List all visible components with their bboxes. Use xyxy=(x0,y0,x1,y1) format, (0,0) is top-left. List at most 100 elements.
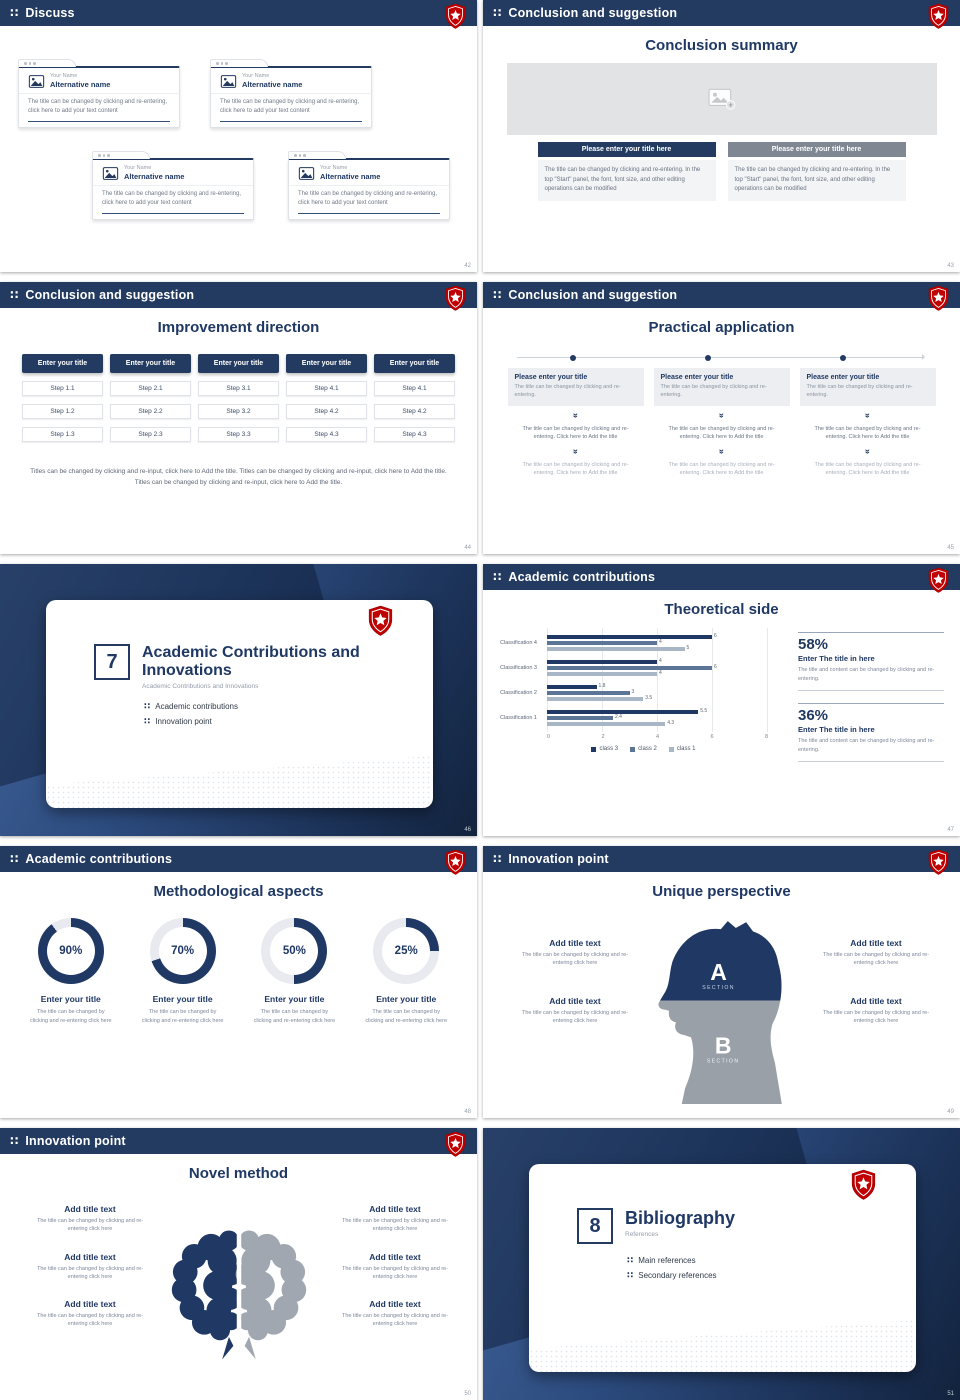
image-placeholder[interactable] xyxy=(506,63,937,135)
bar xyxy=(547,665,712,670)
donut-title: Enter your title xyxy=(376,994,437,1004)
title-button[interactable]: Enter your title xyxy=(110,354,191,373)
wave-dots-decor xyxy=(529,1319,916,1372)
grid-dots-icon: ∷ xyxy=(10,288,20,302)
step-cell[interactable]: Step 3.2 xyxy=(198,404,279,419)
step-column: Enter your title Step 2.1 Step 2.2 Step … xyxy=(110,354,191,442)
discussion-card[interactable]: Your Name Alternative name The title can … xyxy=(92,151,254,220)
slide-header-title: Academic contributions xyxy=(508,570,656,584)
step-cell[interactable]: Step 4.3 xyxy=(286,427,367,442)
bar-value-label: 6 xyxy=(714,664,717,670)
slide-header-title: Innovation point xyxy=(25,1134,126,1148)
discussion-card[interactable]: Your Name Alternative name The title can … xyxy=(288,151,450,220)
bullet-label[interactable]: Secondary references xyxy=(638,1271,717,1280)
text-block[interactable]: Add title text The title can be changed … xyxy=(327,1252,463,1282)
step-text: The title can be changed by clicking and… xyxy=(814,425,921,441)
step-cell[interactable]: Step 1.1 xyxy=(22,381,103,396)
step-cell[interactable]: Step 4.3 xyxy=(374,427,455,442)
step-cell[interactable]: Step 2.2 xyxy=(110,404,191,419)
slide-50-novel-method[interactable]: ∷ Innovation point Novel method Add titl… xyxy=(0,1128,477,1400)
text-block[interactable]: Add title text The title can be changed … xyxy=(22,1299,158,1329)
school-shield-logo xyxy=(445,1131,466,1157)
slide-header-title: Innovation point xyxy=(508,852,609,866)
slide-43-conclusion-summary[interactable]: ∷ Conclusion and suggestion Conclusion s… xyxy=(483,0,960,272)
title-box[interactable]: Please enter your title The title can be… xyxy=(507,368,644,406)
folder-tab xyxy=(288,151,346,159)
wave-dots-decor xyxy=(46,755,433,808)
grid-dots-icon: ∷ xyxy=(144,700,151,711)
axis-tick-label: 6 xyxy=(710,734,714,740)
stat-block: 36% Enter The title in here The title an… xyxy=(798,703,944,763)
step-cell[interactable]: Step 3.3 xyxy=(198,427,279,442)
slide-48-methodological-aspects[interactable]: ∷ Academic contributions Methodological … xyxy=(0,846,477,1118)
discussion-card[interactable]: Your Name Alternative name The title can … xyxy=(210,59,372,128)
step-cell[interactable]: Step 3.1 xyxy=(198,381,279,396)
title-button-primary[interactable]: Please enter your title here xyxy=(537,142,716,157)
slide-46-section-cover[interactable]: 7 Academic Contributions and Innovations… xyxy=(0,564,477,836)
text-block[interactable]: Add title text The title can be changed … xyxy=(810,938,942,968)
grid-dots-icon: ∷ xyxy=(10,1134,20,1148)
bar-value-label: 4 xyxy=(659,670,662,676)
bar-group: Classification 1 5.5 2.4 4.3 xyxy=(500,705,767,730)
title-box[interactable]: Please enter your title The title can be… xyxy=(653,368,790,406)
slide-45-practical-application[interactable]: ∷ Conclusion and suggestion Practical ap… xyxy=(483,282,960,554)
text-block[interactable]: Add title text The title can be changed … xyxy=(22,1204,158,1234)
grid-dots-icon: ∷ xyxy=(144,715,151,726)
text-block[interactable]: Add title text The title can be changed … xyxy=(22,1252,158,1282)
step-cell[interactable]: Step 4.2 xyxy=(374,404,455,419)
application-column: Please enter your title The title can be… xyxy=(653,368,790,478)
school-shield-logo xyxy=(368,605,393,636)
section-title: Conclusion summary xyxy=(645,37,798,54)
card-title: Alternative name xyxy=(124,172,185,181)
step-cell[interactable]: Step 4.1 xyxy=(374,381,455,396)
bullet-label[interactable]: Academic contributions xyxy=(155,701,238,711)
title-button[interactable]: Enter your title xyxy=(374,354,455,373)
page-number: 48 xyxy=(464,1109,471,1115)
picture-icon xyxy=(102,166,119,180)
slide-49-unique-perspective[interactable]: ∷ Innovation point Unique perspective Ad… xyxy=(483,846,960,1118)
title-button[interactable]: Enter your title xyxy=(22,354,103,373)
step-cell[interactable]: Step 1.2 xyxy=(22,404,103,419)
step-cell[interactable]: Step 2.3 xyxy=(110,427,191,442)
slide-47-theoretical-side[interactable]: ∷ Academic contributions Theoretical sid… xyxy=(483,564,960,836)
text-block[interactable]: Add title text The title can be changed … xyxy=(327,1204,463,1234)
step-cell[interactable]: Step 2.1 xyxy=(110,381,191,396)
page-number: 42 xyxy=(464,263,471,269)
donut-body: The title can be changed by clicking and… xyxy=(365,1009,447,1024)
block-body: The title can be changed by clicking and… xyxy=(341,1313,449,1328)
folder-tab xyxy=(210,59,268,67)
title-button-secondary[interactable]: Please enter your title here xyxy=(727,142,906,157)
title-button[interactable]: Enter your title xyxy=(286,354,367,373)
slide-51-section-cover[interactable]: 8 Bibliography References ∷ Main referenc… xyxy=(483,1128,960,1400)
text-block[interactable]: Add title text The title can be changed … xyxy=(509,996,641,1026)
bullet-label[interactable]: Innovation point xyxy=(155,716,212,726)
school-shield-logo xyxy=(928,3,949,29)
bar-chart: Classification 4 6 4 5 Classification 3 4 6 4 Cl… xyxy=(500,628,768,732)
step-cell[interactable]: Step 1.3 xyxy=(22,427,103,442)
bullet-label[interactable]: Main references xyxy=(638,1256,696,1265)
slide-44-improvement-direction[interactable]: ∷ Conclusion and suggestion Improvement … xyxy=(0,282,477,554)
step-cell[interactable]: Step 4.2 xyxy=(286,404,367,419)
block-title: Add title text xyxy=(64,1251,116,1262)
slide-header: ∷ Conclusion and suggestion xyxy=(483,282,960,308)
card-name-label: Your Name xyxy=(50,73,78,79)
block-title: Add title text xyxy=(850,995,902,1006)
text-column-left: Add title text The title can be changed … xyxy=(22,1204,158,1347)
block-body: The title can be changed by clicking and… xyxy=(822,952,930,967)
slide-42-discuss[interactable]: ∷ Discuss Your Name Alternative name The … xyxy=(0,0,477,272)
bar xyxy=(547,671,657,676)
text-block[interactable]: Add title text The title can be changed … xyxy=(810,996,942,1026)
title-button[interactable]: Enter your title xyxy=(198,354,279,373)
text-block[interactable]: Add title text The title can be changed … xyxy=(327,1299,463,1329)
discussion-card[interactable]: Your Name Alternative name The title can … xyxy=(18,59,180,128)
brain-graphic xyxy=(155,1210,323,1372)
title-box[interactable]: Please enter your title The title can be… xyxy=(799,368,936,406)
box-title: Please enter your title xyxy=(514,374,588,381)
double-chevron-down-icon: » xyxy=(570,448,581,454)
block-title: Add title text xyxy=(549,995,601,1006)
step-cell[interactable]: Step 4.1 xyxy=(286,381,367,396)
text-block[interactable]: Add title text The title can be changed … xyxy=(509,938,641,968)
donut-ring: 90% xyxy=(37,918,104,984)
school-shield-logo xyxy=(928,849,949,875)
